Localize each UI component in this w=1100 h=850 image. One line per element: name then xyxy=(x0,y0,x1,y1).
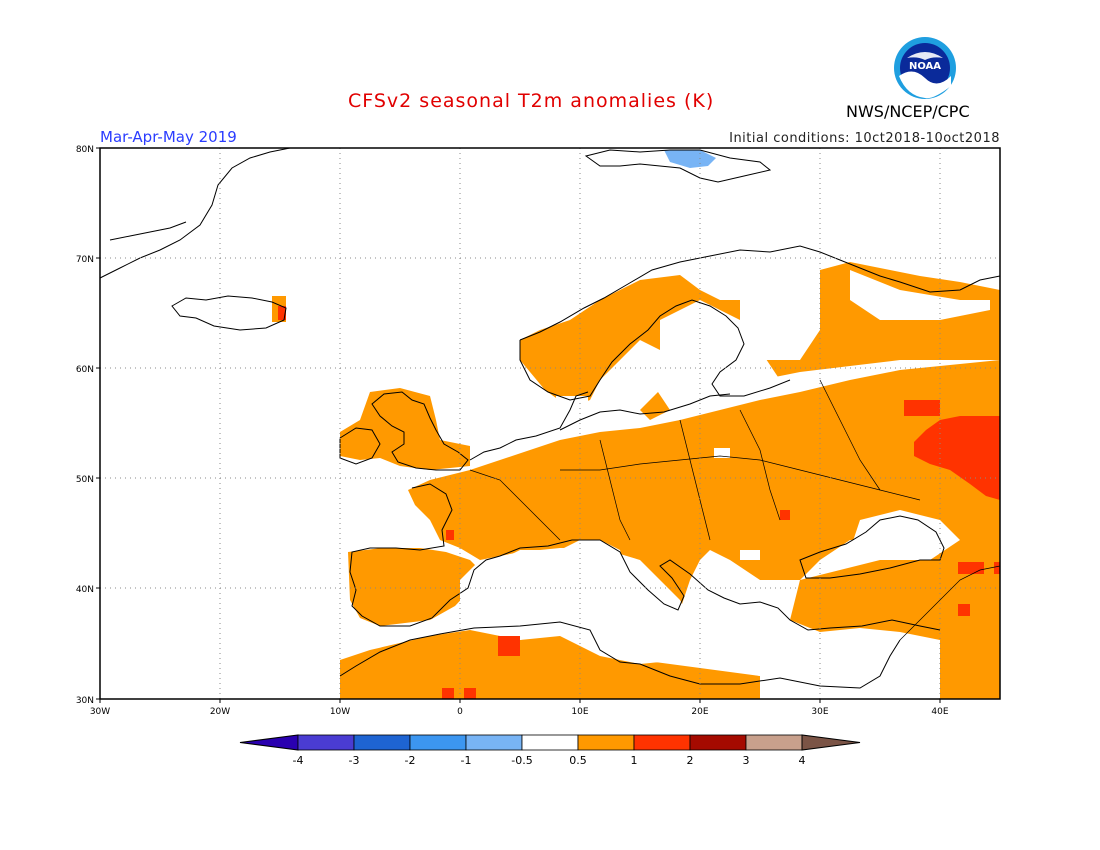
lon-label: 40E xyxy=(931,707,948,717)
colorbar-arrow-low xyxy=(239,734,299,751)
noaa-logo-icon: NOAA xyxy=(894,37,956,99)
map-title: CFSv2 seasonal T2m anomalies (K) xyxy=(348,90,715,112)
lon-label: 20E xyxy=(691,707,708,717)
lat-label: 80N xyxy=(76,145,94,155)
lon-label: 30W xyxy=(90,707,110,717)
lon-label: 10E xyxy=(571,707,588,717)
colorbar-swatch xyxy=(745,734,803,751)
lon-label: 20W xyxy=(210,707,230,717)
lat-label: 30N xyxy=(76,696,94,706)
colorbar-label: 2 xyxy=(687,754,694,767)
lon-label: 10W xyxy=(330,707,350,717)
agency-label: NWS/NCEP/CPC xyxy=(846,102,970,121)
lat-label: 40N xyxy=(76,585,94,595)
colorbar-label: 0.5 xyxy=(569,754,587,767)
hot-anomaly-region xyxy=(278,306,1000,699)
lat-label: 60N xyxy=(76,365,94,375)
colorbar-label: -3 xyxy=(349,754,360,767)
lon-label: 30E xyxy=(811,707,828,717)
colorbar-swatch xyxy=(521,734,579,751)
colorbar-swatch xyxy=(353,734,411,751)
colorbar-label: -0.5 xyxy=(511,754,532,767)
colorbar-label: -2 xyxy=(405,754,416,767)
colorbar-label: 3 xyxy=(743,754,750,767)
colorbar-swatch xyxy=(577,734,635,751)
map-frame xyxy=(99,147,1001,700)
lat-label: 50N xyxy=(76,475,94,485)
colorbar-label: -4 xyxy=(293,754,304,767)
colorbar-swatch xyxy=(633,734,691,751)
forecast-period: Mar-Apr-May 2019 xyxy=(100,128,237,146)
colorbar-swatch xyxy=(409,734,467,751)
neutral-anomaly-patches xyxy=(460,270,990,690)
svg-text:NOAA: NOAA xyxy=(909,61,941,72)
coastlines xyxy=(99,147,1001,689)
lon-label: 0 xyxy=(457,707,463,717)
map-grid xyxy=(100,148,1000,699)
colorbar: -4 -3 -2 -1 -0.5 0.5 1 2 3 4 xyxy=(239,734,861,767)
initial-conditions: Initial conditions: 10ct2018-10oct2018 xyxy=(729,131,1000,146)
axis-ticks xyxy=(96,147,941,703)
lat-label: 70N xyxy=(76,255,94,265)
colorbar-swatch xyxy=(297,734,355,751)
colorbar-arrow-high xyxy=(801,734,861,751)
cool-anomaly-patch xyxy=(664,150,716,168)
colorbar-label: 1 xyxy=(631,754,638,767)
colorbar-label: -1 xyxy=(461,754,472,767)
colorbar-swatch xyxy=(465,734,523,751)
colorbar-label: 4 xyxy=(799,754,806,767)
colorbar-swatch xyxy=(689,734,747,751)
